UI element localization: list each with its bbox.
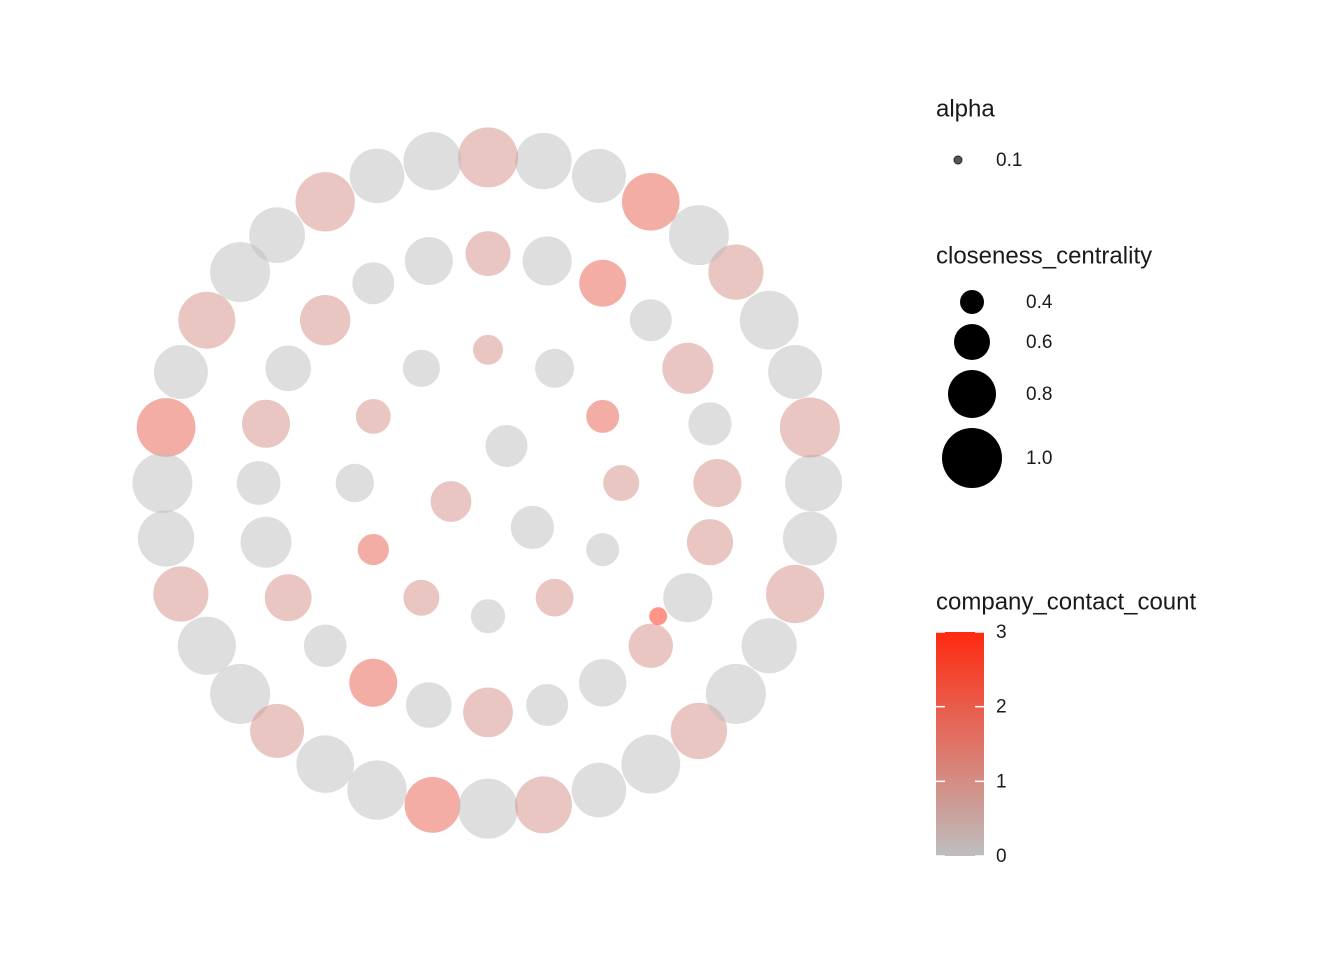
- legend-title: company_contact_count: [936, 588, 1197, 615]
- node: [785, 454, 843, 512]
- node: [686, 519, 734, 566]
- node: [242, 399, 290, 448]
- node: [349, 148, 405, 204]
- legend-label: 0.1: [996, 150, 1022, 171]
- node: [300, 295, 351, 346]
- node: [782, 511, 837, 566]
- node: [473, 334, 503, 365]
- node: [571, 762, 627, 818]
- node: [335, 463, 374, 503]
- node: [136, 398, 196, 457]
- node: [649, 607, 668, 626]
- node: [153, 566, 209, 622]
- node: [349, 658, 398, 707]
- legend-key: [960, 290, 984, 314]
- legend-label: 0.8: [1026, 384, 1052, 405]
- node: [510, 505, 554, 549]
- node: [693, 459, 742, 507]
- legend-title: alpha: [936, 95, 995, 122]
- node: [708, 244, 764, 300]
- node: [621, 734, 681, 794]
- node: [210, 242, 271, 303]
- colorbar-label: 1: [996, 771, 1007, 792]
- node: [463, 687, 513, 738]
- legend-label: 0.6: [1026, 332, 1052, 353]
- colorbar-label: 3: [996, 622, 1007, 643]
- node: [132, 453, 193, 513]
- node: [403, 579, 440, 616]
- node: [357, 534, 389, 566]
- node: [586, 533, 620, 567]
- node: [406, 682, 452, 728]
- node: [137, 510, 195, 567]
- node: [352, 262, 395, 305]
- node: [265, 345, 312, 392]
- node: [628, 623, 673, 668]
- node: [779, 397, 840, 458]
- legend-key: [954, 324, 990, 360]
- network: [132, 127, 843, 839]
- node: [662, 342, 714, 394]
- node: [586, 399, 620, 433]
- legend-key: [953, 155, 963, 165]
- legend-title: closeness_centrality: [936, 242, 1152, 269]
- node: [663, 573, 713, 623]
- node: [622, 173, 680, 231]
- node: [402, 349, 440, 387]
- node: [240, 516, 292, 568]
- node: [741, 618, 797, 674]
- node: [458, 778, 518, 839]
- node: [458, 127, 518, 188]
- legend-label: 1.0: [1026, 448, 1052, 469]
- node: [404, 237, 453, 285]
- node: [522, 236, 572, 286]
- node: [485, 425, 528, 467]
- node: [572, 148, 626, 203]
- node: [515, 132, 572, 190]
- node: [579, 659, 627, 707]
- legend-key: [948, 370, 996, 418]
- node: [250, 703, 305, 758]
- colorbar-label: 0: [996, 846, 1007, 867]
- node: [670, 702, 728, 760]
- node: [629, 299, 672, 342]
- node: [705, 663, 766, 724]
- node: [404, 777, 461, 833]
- node: [210, 663, 271, 724]
- node: [688, 402, 732, 446]
- legend-key: [942, 428, 1002, 488]
- node: [264, 574, 312, 622]
- node: [153, 345, 208, 399]
- node: [465, 231, 511, 277]
- node: [249, 207, 305, 263]
- node: [295, 172, 355, 232]
- node: [739, 290, 799, 350]
- legend-label: 0.4: [1026, 292, 1053, 313]
- node: [535, 578, 574, 617]
- node: [236, 461, 281, 505]
- node: [603, 465, 640, 501]
- node: [515, 776, 572, 834]
- node: [347, 760, 407, 820]
- node: [430, 481, 472, 522]
- node: [579, 259, 627, 307]
- node: [470, 599, 506, 634]
- node: [668, 205, 729, 266]
- node: [296, 735, 355, 793]
- node: [303, 624, 347, 668]
- node: [403, 132, 462, 191]
- node: [178, 291, 236, 349]
- node: [768, 345, 823, 399]
- colorbar: [936, 632, 984, 856]
- node: [535, 348, 575, 388]
- colorbar-label: 2: [996, 697, 1007, 718]
- node: [526, 684, 569, 726]
- node: [355, 399, 391, 434]
- node: [766, 564, 825, 624]
- node: [177, 616, 236, 675]
